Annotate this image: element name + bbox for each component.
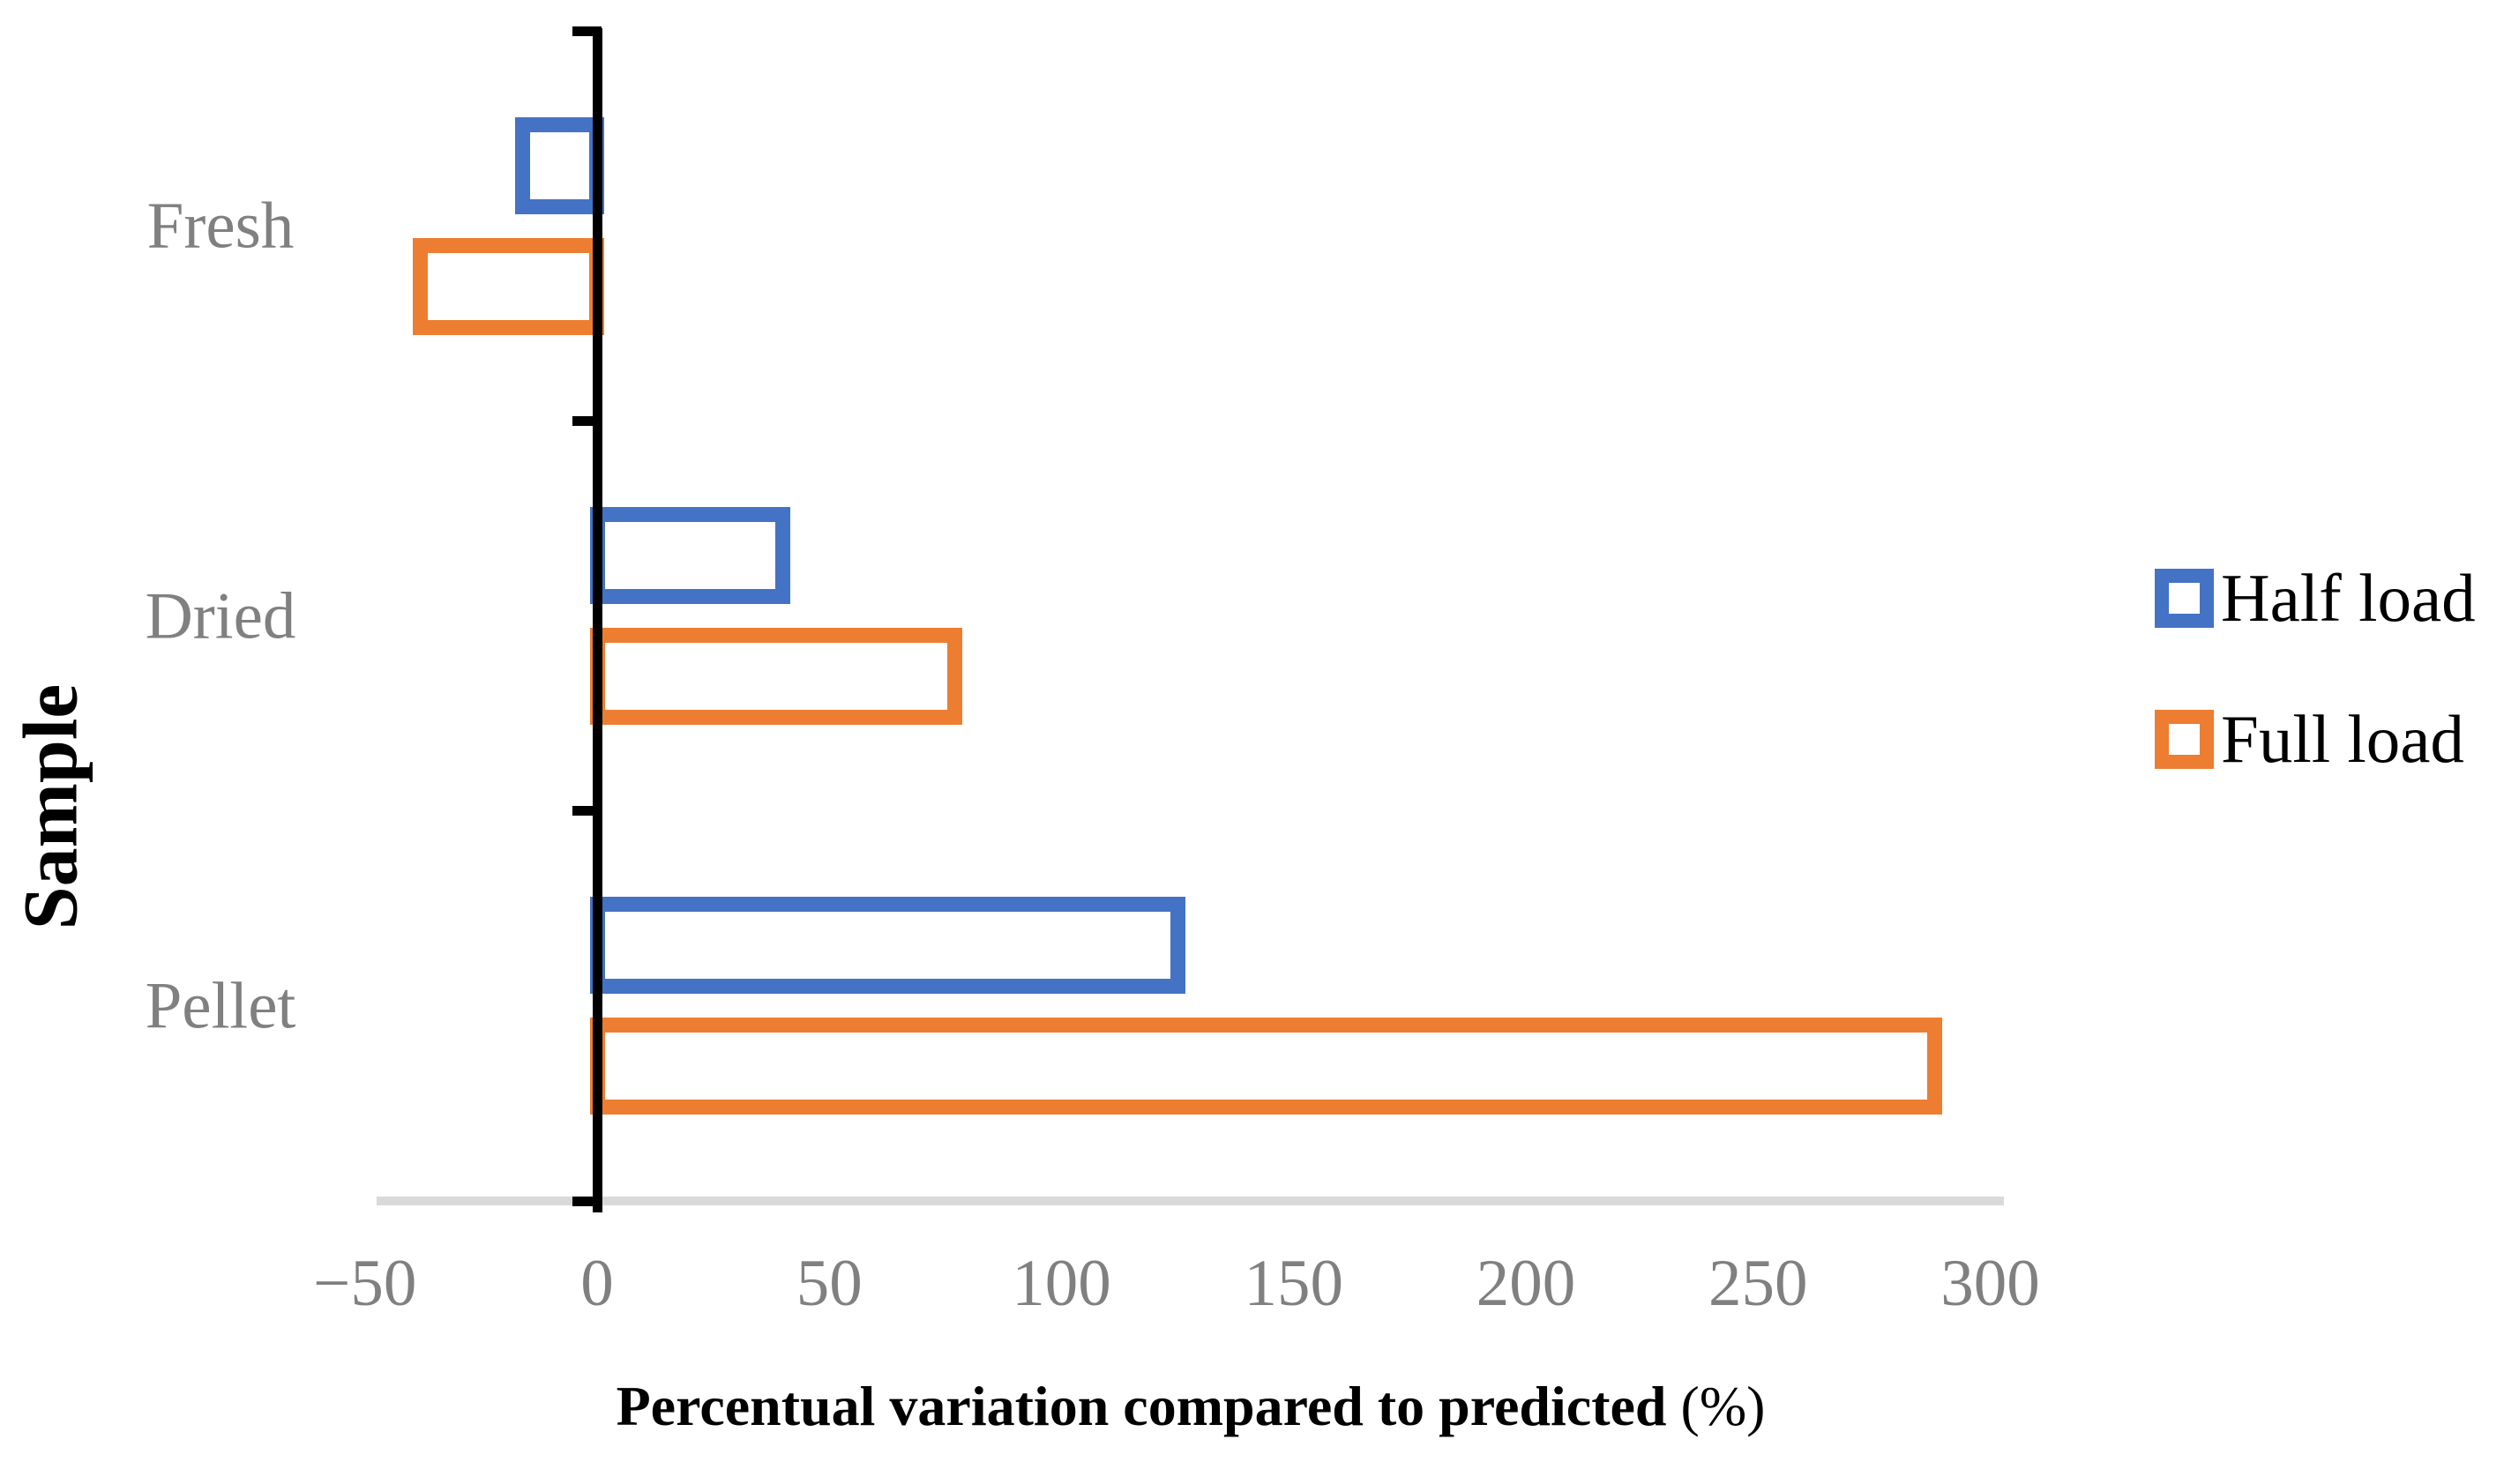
legend-entry-half-load: Half load [2155, 564, 2476, 632]
x-tick-label-200: 200 [1476, 1247, 1576, 1320]
category-axis-line [592, 28, 602, 1212]
x-tick-label-150: 150 [1244, 1247, 1344, 1320]
bar-half-load-pellet [589, 897, 1185, 995]
category-label-pellet: Pellet [145, 969, 296, 1043]
legend-marker-full-load-icon [2155, 710, 2214, 769]
bar-half-load-dried [589, 507, 791, 604]
x-tick-label-50: 50 [796, 1247, 863, 1320]
category-label-fresh: Fresh [146, 189, 295, 263]
x-axis-title-main: Percentual variation compared to predict… [616, 1375, 1667, 1437]
legend-label-half-load: Half load [2221, 560, 2476, 636]
x-tick-label-300: 300 [1940, 1247, 2040, 1320]
category-label-dried: Dried [145, 579, 296, 653]
x-axis-title-suffix: (%) [1666, 1375, 1766, 1437]
x-axis-baseline [377, 1197, 2004, 1205]
category-axis-tick [572, 26, 602, 36]
legend: Half load Full load [2155, 564, 2476, 773]
x-tick-label-100: 100 [1012, 1247, 1111, 1320]
legend-entry-full-load: Full load [2155, 705, 2476, 773]
x-tick-label-−50: −50 [313, 1247, 417, 1320]
category-axis-tick [572, 806, 602, 817]
bar-half-load-fresh [515, 116, 605, 214]
legend-label-full-load: Full load [2221, 701, 2464, 777]
bar-full-load-fresh [413, 237, 605, 335]
y-axis-title: Sample [8, 683, 94, 930]
legend-marker-half-load-icon [2155, 569, 2214, 628]
bar-full-load-pellet [589, 1018, 1942, 1115]
x-tick-label-0: 0 [580, 1247, 614, 1320]
category-axis-tick [572, 1196, 602, 1206]
x-axis-title: Percentual variation compared to predict… [0, 1374, 2381, 1439]
category-axis-tick [572, 415, 602, 426]
x-tick-label-250: 250 [1708, 1247, 1808, 1320]
bar-full-load-dried [589, 628, 962, 725]
